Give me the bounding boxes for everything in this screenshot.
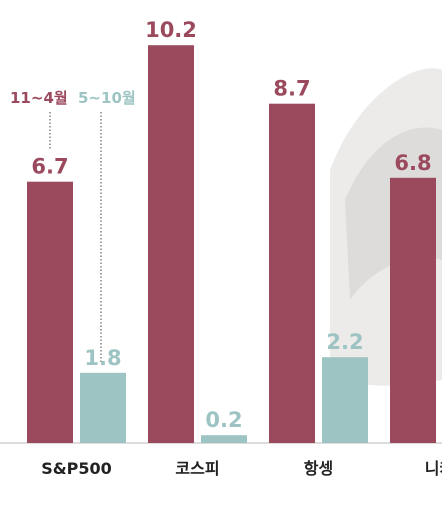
value-label: 2.2 — [326, 330, 363, 354]
x-tick-label: S&P500 — [41, 459, 112, 478]
value-label: 1.8 — [84, 346, 121, 370]
bar — [27, 181, 73, 443]
x-tick-label: 니케 — [425, 459, 442, 478]
bar — [80, 372, 126, 443]
x-tick-label: 항셍 — [304, 459, 333, 478]
bar — [148, 45, 194, 443]
value-label: 10.2 — [145, 18, 197, 42]
x-tick-label: 코스피 — [175, 459, 219, 478]
bar — [269, 103, 315, 443]
legend-label: 11~4월 — [10, 89, 68, 107]
value-label: 8.7 — [273, 77, 310, 101]
bar — [390, 177, 436, 444]
bar — [322, 357, 368, 443]
value-label: 6.8 — [394, 151, 431, 175]
value-label: 6.7 — [31, 155, 68, 179]
legend-label: 5~10월 — [78, 89, 136, 107]
bar — [201, 435, 247, 443]
value-label: 0.2 — [205, 408, 242, 432]
